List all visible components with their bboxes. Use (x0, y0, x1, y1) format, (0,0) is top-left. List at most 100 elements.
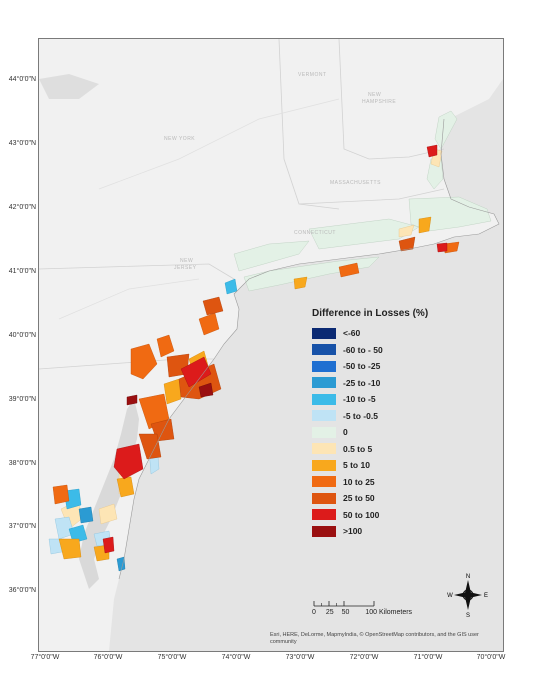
coastal-polygon (198, 382, 214, 398)
legend-item: 25 to 50 (312, 490, 472, 507)
coastal-polygon (163, 378, 182, 405)
state-label-connecticut: CONNECTICUT (294, 230, 336, 236)
coastal-polygon (434, 110, 458, 150)
lat-label: 42°0'0"N (8, 204, 36, 211)
legend-item: -5 to -0.5 (312, 408, 472, 425)
legend-label: 50 to 100 (343, 509, 380, 520)
legend-swatch (312, 443, 336, 455)
lat-label: 39°0'0"N (8, 396, 36, 403)
scale-tick-label: 50 (341, 609, 350, 616)
coastal-polygon (68, 524, 88, 544)
legend-swatch (312, 426, 336, 438)
legend-swatch (312, 377, 336, 389)
legend-rows: <-60 -60 to - 50 -50 to -25 -25 to -10 -10 t… (312, 325, 472, 540)
legend-label: 25 to 50 (343, 493, 375, 504)
legend-label: -60 to - 50 (343, 344, 383, 355)
chesapeake-bay (79, 399, 139, 589)
state-label-new-hampshire: NEW (368, 92, 382, 98)
legend-label: -25 to -10 (343, 377, 381, 388)
lat-label: 44°0'0"N (8, 76, 36, 83)
coastal-polygon (338, 262, 360, 278)
coastal-polygon (308, 218, 420, 250)
map-canvas (39, 39, 503, 651)
coastal-polygon (78, 506, 94, 524)
legend-label: -5 to -0.5 (343, 410, 378, 421)
coastal-class-50-100 (102, 144, 448, 554)
legend-item: 50 to 100 (312, 507, 472, 524)
coastal-polygon (198, 312, 220, 336)
lat-label: 37°0'0"N (8, 523, 36, 530)
map-frame[interactable] (38, 38, 504, 652)
coastal-polygon (98, 503, 118, 525)
legend-title: Difference in Losses (%) (312, 308, 429, 319)
state-label-new-jersey-2: JERSEY (174, 265, 197, 271)
legend-label: 5 to 10 (343, 460, 370, 471)
coastal-polygon (233, 240, 310, 272)
coastline (118, 118, 500, 580)
road (98, 98, 340, 190)
legend-item: 5 to 10 (312, 457, 472, 474)
compass-w: W (447, 593, 453, 599)
coastal-polygon (130, 343, 158, 380)
lat-label: 36°0'0"N (8, 587, 36, 594)
legend-swatch (312, 459, 336, 471)
coastal-polygon (156, 334, 175, 358)
lon-label: 74°0'0"W (221, 654, 251, 661)
state-border (39, 263, 235, 280)
lon-label: 75°0'0"W (157, 654, 187, 661)
legend-swatch (312, 476, 336, 488)
legend-item: -10 to -5 (312, 391, 472, 408)
legend-item: 0 (312, 424, 472, 441)
legend-swatch (312, 525, 336, 537)
lat-label: 43°0'0"N (8, 140, 36, 147)
coastal-polygon (180, 356, 212, 388)
coastal-polygon (418, 216, 432, 234)
compass-s: S (466, 613, 470, 618)
lon-label: 76°0'0"W (93, 654, 123, 661)
coastal-polygon (116, 556, 126, 572)
legend-label: -10 to -5 (343, 394, 376, 405)
coastal-polygon (52, 484, 70, 505)
compass-n: N (466, 574, 470, 580)
map-legend: Difference in Losses (%) <-60 -60 to - 50… (312, 308, 472, 540)
lon-label: 73°0'0"W (285, 654, 315, 661)
legend-swatch (312, 410, 336, 422)
coastal-class-10-25 (52, 241, 460, 505)
scale-end-label: 100 Kilometers (365, 609, 413, 616)
state-label-massachusetts: MASSACHUSETTS (330, 180, 381, 186)
lon-label: 70°0'0"W (476, 654, 506, 661)
state-border (338, 39, 445, 160)
state-border (278, 39, 340, 210)
legend-swatch (312, 509, 336, 521)
state-border (298, 188, 445, 205)
lat-label: 40°0'0"N (8, 332, 36, 339)
coastal-class-over-100 (126, 382, 214, 406)
lon-label: 77°0'0"W (30, 654, 60, 661)
coastal-polygon (398, 236, 416, 252)
coastal-polygon (436, 242, 448, 253)
legend-label: 0.5 to 5 (343, 443, 373, 454)
coastal-polygon (126, 394, 138, 406)
coastal-class-5-10 (58, 216, 432, 562)
legend-swatch (312, 344, 336, 356)
coastal-polygon (293, 276, 308, 290)
lat-label: 41°0'0"N (8, 268, 36, 275)
state-label-new-jersey: NEW (180, 258, 194, 264)
scale-bar (313, 601, 375, 607)
state-label-new-york: NEW YORK (164, 136, 196, 142)
coastal-polygon (113, 443, 144, 480)
legend-label: >100 (343, 526, 363, 537)
legend-label: 10 to 25 (343, 476, 375, 487)
coastal-class-neg-25-10 (78, 506, 126, 572)
legend-item: <-60 (312, 325, 472, 342)
legend-label: <-60 (343, 328, 361, 339)
state-label-new-hampshire-2: HAMPSHIRE (362, 99, 397, 105)
legend-label: -50 to -25 (343, 361, 381, 372)
legend-swatch (312, 360, 336, 372)
coastal-polygon (138, 433, 162, 460)
lake-ontario-edge (39, 74, 99, 99)
legend-swatch (312, 393, 336, 405)
lon-label: 72°0'0"W (349, 654, 379, 661)
legend-item: -50 to -25 (312, 358, 472, 375)
scale-tick-label: 25 (325, 609, 334, 616)
